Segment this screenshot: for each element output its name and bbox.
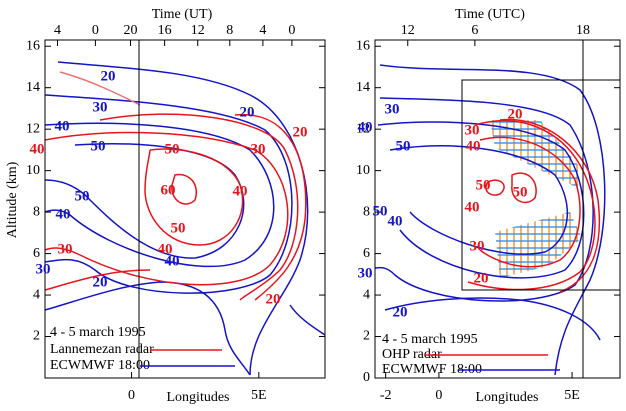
contour-label: 50 xyxy=(171,220,186,236)
y-axis-title: Altitude (km) xyxy=(5,161,20,238)
annotation: 4 - 5 march 1995 xyxy=(50,325,146,340)
contour-label: 40 xyxy=(165,253,180,269)
y-tick-label: 10 xyxy=(26,163,40,178)
x-tick-label: 0 xyxy=(128,388,135,403)
y-tick-label: 16 xyxy=(26,38,40,53)
x-tick-label: 5E xyxy=(251,388,267,403)
contour-label: 20 xyxy=(101,68,116,84)
contour-label: 30 xyxy=(58,241,73,257)
contour-label: 50 xyxy=(476,177,491,193)
contour-label: 50 xyxy=(75,188,90,204)
x2-tick-label: 8 xyxy=(226,23,233,38)
contour-label: 20 xyxy=(293,124,308,140)
contour-label: 50 xyxy=(91,138,106,154)
x-axis-title: Longitudes xyxy=(476,390,539,405)
contour-label: 60 xyxy=(161,182,176,198)
contour-label: 50 xyxy=(396,138,411,154)
legend-label: ECWMWF 18:00 xyxy=(50,358,150,373)
x2-tick-label: 18 xyxy=(576,23,590,38)
contour-label: 20 xyxy=(393,304,408,320)
annotation: 4 - 5 march 1995 xyxy=(382,332,478,347)
contour-label: 30 xyxy=(470,238,485,254)
y-tick-label: 12 xyxy=(356,121,370,136)
x2-tick-label: 0 xyxy=(92,23,99,38)
top-axis-title: Time (UT) xyxy=(152,7,213,22)
x-axis-title: Longitudes xyxy=(167,390,230,405)
contour-label: 40 xyxy=(233,183,248,199)
guide-box xyxy=(461,79,621,291)
x2-tick-label: 4 xyxy=(54,23,61,38)
y-tick-label: 4 xyxy=(33,287,40,302)
y-tick-label: 2 xyxy=(33,329,40,344)
contour-label: 30 xyxy=(93,99,108,115)
x2-tick-label: 6 xyxy=(471,23,478,38)
y-tick-label: 14 xyxy=(356,80,370,95)
contour-label: 50 xyxy=(373,203,388,219)
contour-label: 30 xyxy=(36,261,51,277)
top-axis-title: Time (UTC) xyxy=(455,7,525,22)
x2-tick-label: 12 xyxy=(401,23,415,38)
legend-label: Lannemezan radar xyxy=(50,342,154,357)
x-tick-label: 5E xyxy=(564,388,580,403)
contour-label: 20 xyxy=(93,274,108,290)
plot-frame xyxy=(44,39,326,379)
x-tick-label: -2 xyxy=(380,388,392,403)
contour-label: 40 xyxy=(465,199,480,215)
x2-tick-label: 0 xyxy=(288,23,295,38)
contour-label: 20 xyxy=(474,270,489,286)
contour-label: 30 xyxy=(385,101,400,117)
contour-label: 40 xyxy=(30,141,45,157)
legend-label: OHP radar xyxy=(382,347,442,362)
contours-right xyxy=(374,64,606,376)
y-tick-label: 4 xyxy=(363,287,370,302)
y-tick-label: 14 xyxy=(26,80,40,95)
contour-label: 50 xyxy=(513,184,528,200)
contour-label: 20 xyxy=(266,291,281,307)
y-tick-label: 8 xyxy=(363,204,370,219)
y-tick-label: 6 xyxy=(33,246,40,261)
contour-label: 30 xyxy=(251,141,266,157)
contour-label: 30 xyxy=(465,122,480,138)
y-tick-label: 2 xyxy=(363,329,370,344)
x-tick-label: 0 xyxy=(435,388,442,403)
contours-left xyxy=(44,61,326,376)
legend-label: ECWMWF 18:00 xyxy=(382,362,482,377)
contour-label: 40 xyxy=(158,241,173,257)
contour-label: 40 xyxy=(55,118,70,134)
contour-label: 50 xyxy=(165,141,180,157)
y-tick-label: 0 xyxy=(363,370,370,385)
contour-label: 40 xyxy=(388,213,403,229)
x2-tick-label: 4 xyxy=(259,23,266,38)
y-tick-label: 8 xyxy=(33,204,40,219)
contour-label: 20 xyxy=(240,104,255,120)
x2-tick-label: 20 xyxy=(124,23,138,38)
contour-label: 40 xyxy=(56,206,71,222)
y-tick-label: 6 xyxy=(363,246,370,261)
contour-label: 40 xyxy=(358,119,373,135)
contour-label: 20 xyxy=(508,106,523,122)
contour-label: 40 xyxy=(466,138,481,154)
contour-label: 30 xyxy=(358,265,373,281)
x2-tick-label: 12 xyxy=(191,23,205,38)
x2-tick-label: 16 xyxy=(158,23,172,38)
y-tick-label: 12 xyxy=(26,121,40,136)
y-tick-label: 16 xyxy=(356,38,370,53)
y-tick-label: 10 xyxy=(356,163,370,178)
